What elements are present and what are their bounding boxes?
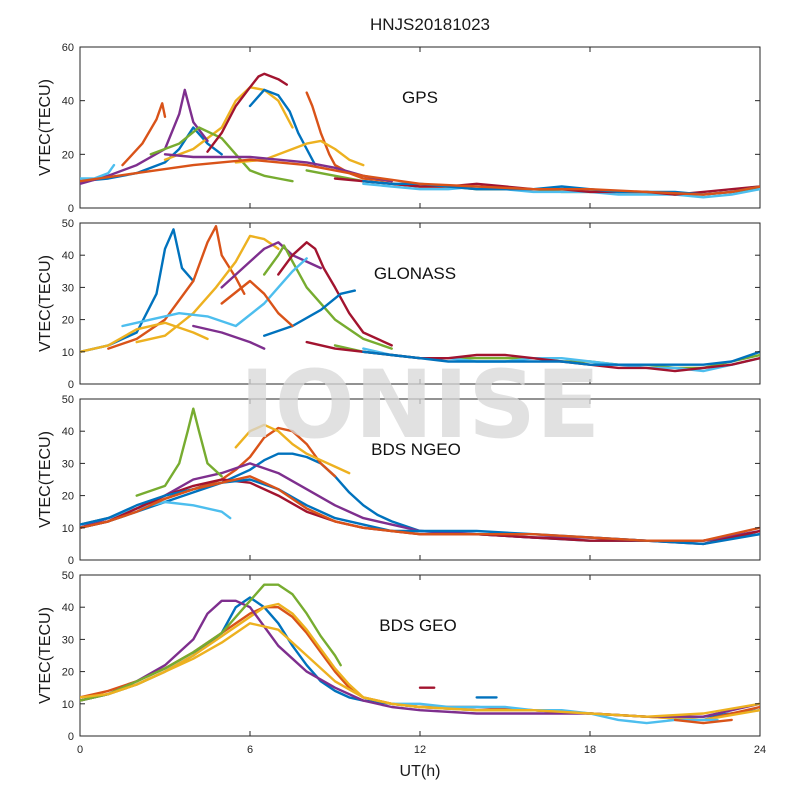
- y-tick-label: 10: [62, 523, 74, 535]
- axes-box: [79, 574, 761, 737]
- series-line: [121, 257, 308, 328]
- y-tick-label: 10: [62, 699, 74, 711]
- y-tick-label: 0: [68, 555, 74, 567]
- y-tick-label: 20: [62, 491, 74, 503]
- y-tick-label: 40: [62, 96, 74, 108]
- y-tick-label: 40: [62, 250, 74, 262]
- series-line: [192, 324, 266, 350]
- series-group: [80, 225, 760, 373]
- watermark: IONISE: [240, 351, 600, 460]
- panel-3: 0 10 20 30 40 50 0 6 12 18 24 VTEC(TECU) BDS GEO: [37, 570, 766, 756]
- y-tick-label: 30: [62, 458, 74, 470]
- panel-0: 0 20 40 60 VTEC(TECU) GPS: [37, 42, 761, 215]
- y-tick-label: 10: [62, 347, 74, 359]
- series-line: [80, 321, 209, 353]
- y-tick-label: 60: [62, 42, 74, 54]
- y-tick-label: 0: [68, 379, 74, 391]
- panel-label: GLONASS: [374, 264, 456, 283]
- series-line: [220, 241, 322, 289]
- series-group: [80, 72, 760, 199]
- panel-1: 0 10 20 30 40 50 VTEC(TECU) GLONASS: [37, 218, 761, 391]
- series-line: [263, 244, 393, 350]
- axes-box: [79, 222, 761, 385]
- y-axis-label: VTEC(TECU): [37, 607, 54, 704]
- x-tick-label: 12: [414, 744, 426, 756]
- series-line: [206, 72, 288, 153]
- series-line: [248, 88, 317, 167]
- series-line: [362, 182, 760, 199]
- series-line: [80, 599, 760, 718]
- y-axis-label: VTEC(TECU): [37, 431, 54, 528]
- series-line: [263, 289, 356, 337]
- series-line: [80, 88, 209, 185]
- series-line: [163, 86, 294, 161]
- series-line: [234, 423, 351, 475]
- y-tick-label: 50: [62, 394, 74, 406]
- x-tick-label: 24: [754, 744, 766, 756]
- y-tick-label: 50: [62, 570, 74, 582]
- y-tick-label: 0: [68, 731, 74, 743]
- y-tick-label: 20: [62, 149, 74, 161]
- panel-label: GPS: [402, 88, 438, 107]
- series-line: [277, 241, 393, 347]
- y-axis-label: VTEC(TECU): [37, 79, 54, 176]
- panel-2: 0 10 20 30 40 50 VTEC(TECU) BDS NGEO: [37, 394, 761, 567]
- y-axis-label: VTEC(TECU): [37, 255, 54, 352]
- y-tick-label: 50: [62, 218, 74, 230]
- y-tick-label: 0: [68, 203, 74, 215]
- y-tick-label: 30: [62, 282, 74, 294]
- series-line: [673, 718, 733, 725]
- x-tick-label: 6: [247, 744, 253, 756]
- y-tick-label: 20: [62, 315, 74, 327]
- series-line: [80, 622, 760, 718]
- series-line: [305, 91, 393, 183]
- series-line: [80, 158, 760, 196]
- series-group: [80, 407, 760, 546]
- y-tick-label: 40: [62, 426, 74, 438]
- series-line: [80, 163, 116, 180]
- series-line: [362, 350, 760, 366]
- x-tick-label: 18: [584, 744, 596, 756]
- series-line: [135, 234, 280, 344]
- series-line: [107, 225, 246, 350]
- figure-title: HNJS20181023: [370, 15, 490, 34]
- series-line: [220, 279, 294, 328]
- series-line: [135, 407, 223, 497]
- y-tick-label: 20: [62, 667, 74, 679]
- panel-label: BDS GEO: [379, 616, 456, 635]
- x-tick-label: 0: [77, 744, 83, 756]
- x-axis-label: UT(h): [400, 763, 441, 780]
- panel-label: BDS NGEO: [371, 440, 461, 459]
- series-line: [80, 583, 342, 702]
- y-tick-label: 40: [62, 602, 74, 614]
- series-line: [80, 475, 760, 542]
- series-group: [80, 583, 760, 725]
- series-line: [121, 102, 167, 167]
- series-line: [149, 126, 294, 183]
- y-tick-label: 30: [62, 634, 74, 646]
